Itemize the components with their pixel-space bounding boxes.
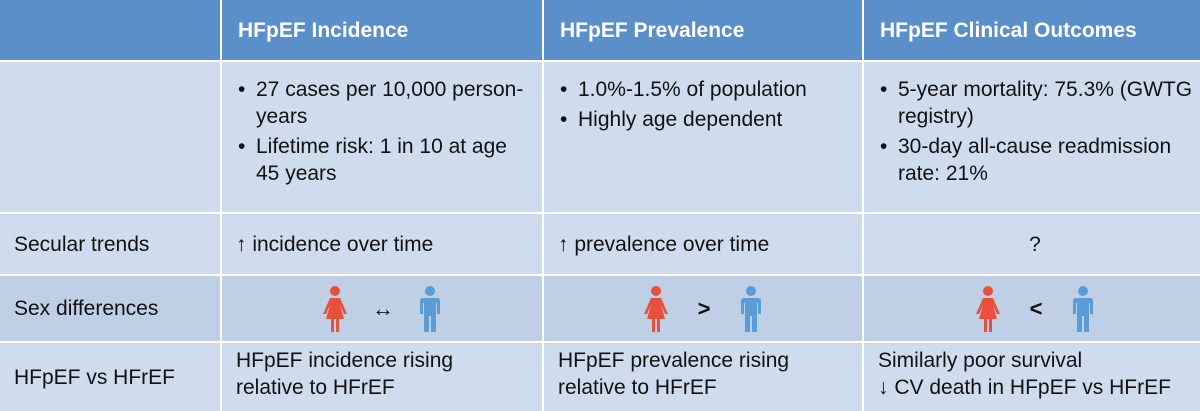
stats-outcomes-item: 30-day all-cause readmission rate: 21% xyxy=(880,133,1194,187)
secular-outcomes-cell: ? xyxy=(864,214,1200,274)
vs-prevalence-line: relative to HFrEF xyxy=(558,376,717,399)
secular-prevalence-cell: ↑ prevalence over time xyxy=(544,214,862,274)
male-figure-icon xyxy=(1071,285,1095,332)
sex-outcomes-cell: < xyxy=(864,276,1200,341)
header-prevalence-label: HFpEF Prevalence xyxy=(560,18,745,42)
header-prevalence: HFpEF Prevalence xyxy=(544,0,862,60)
male-figure-icon xyxy=(418,285,442,332)
stats-incidence-item: Lifetime risk: 1 in 10 at age 45 years xyxy=(238,133,530,187)
female-figure-icon xyxy=(975,285,1001,332)
hfpef-vs-hfref-label: HFpEF vs HFrEF xyxy=(0,343,220,411)
vs-incidence-cell: HFpEF incidence rising relative to HFrEF xyxy=(222,343,542,411)
stats-prevalence-item: Highly age dependent xyxy=(560,106,850,133)
stats-incidence-cell: 27 cases per 10,000 person-years Lifetim… xyxy=(222,62,542,212)
stats-incidence-item: 27 cases per 10,000 person-years xyxy=(238,76,530,130)
comparison-symbol: < xyxy=(1029,296,1043,321)
stats-prevalence-item: 1.0%-1.5% of population xyxy=(560,76,850,103)
sex-prevalence-cell: > xyxy=(544,276,862,341)
secular-trends-label: Secular trends xyxy=(0,214,220,274)
stats-outcomes-cell: 5-year mortality: 75.3% (GWTG registry) … xyxy=(864,62,1200,212)
vs-prevalence-line: HFpEF prevalence rising xyxy=(558,349,790,372)
secular-prevalence-text: ↑ prevalence over time xyxy=(558,232,770,256)
female-figure-icon xyxy=(643,285,669,332)
secular-incidence-cell: ↑ incidence over time xyxy=(222,214,542,274)
secular-trends-label-text: Secular trends xyxy=(14,232,150,256)
vs-outcomes-line: ↓ CV death in HFpEF vs HFrEF xyxy=(878,376,1171,399)
vs-prevalence-cell: HFpEF prevalence rising relative to HFrE… xyxy=(544,343,862,411)
hfpef-vs-hfref-label-text: HFpEF vs HFrEF xyxy=(14,365,175,389)
header-incidence-label: HFpEF Incidence xyxy=(238,18,409,42)
vs-incidence-line: HFpEF incidence rising xyxy=(236,349,454,372)
vs-outcomes-line: Similarly poor survival xyxy=(878,349,1083,372)
female-figure-icon xyxy=(322,285,348,332)
secular-outcomes-text: ? xyxy=(1029,232,1041,256)
comparison-symbol: > xyxy=(697,296,711,321)
sex-incidence-cell: ↔ xyxy=(222,276,542,341)
header-incidence: HFpEF Incidence xyxy=(222,0,542,60)
stats-outcomes-item: 5-year mortality: 75.3% (GWTG registry) xyxy=(880,76,1194,130)
sex-differences-label-text: Sex differences xyxy=(14,297,159,320)
vs-incidence-line: relative to HFrEF xyxy=(236,376,395,399)
secular-incidence-text: ↑ incidence over time xyxy=(236,232,434,256)
header-outcomes-label: HFpEF Clinical Outcomes xyxy=(880,18,1137,42)
comparison-symbol: ↔ xyxy=(372,296,394,321)
header-outcomes: HFpEF Clinical Outcomes xyxy=(864,0,1200,60)
male-figure-icon xyxy=(739,285,763,332)
vs-outcomes-cell: Similarly poor survival ↓ CV death in HF… xyxy=(864,343,1200,411)
header-empty-cell xyxy=(0,0,220,60)
sex-differences-label: Sex differences xyxy=(0,276,220,341)
stats-prevalence-cell: 1.0%-1.5% of population Highly age depen… xyxy=(544,62,862,212)
stats-row-label xyxy=(0,62,220,212)
